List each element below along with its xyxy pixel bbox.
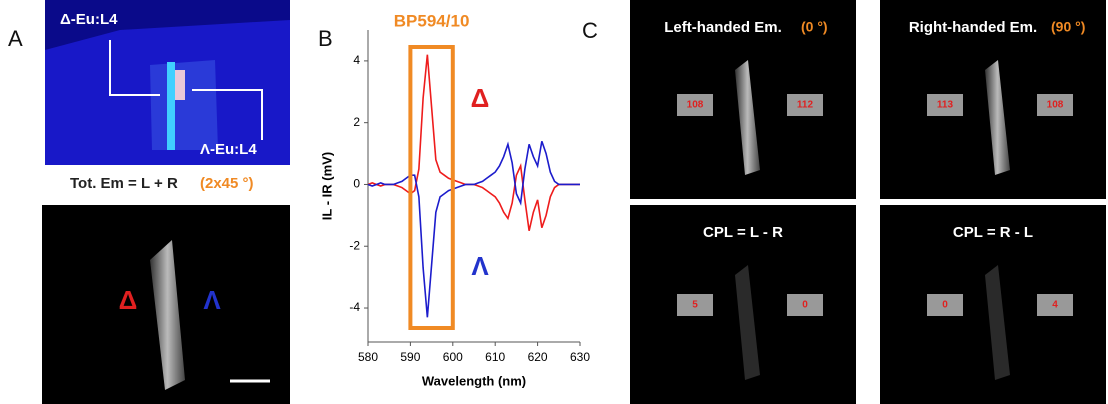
series-line — [367, 54, 580, 231]
panel-c: Left-handed Em. (0 °) 108 112 Right-handed E… — [630, 0, 1106, 404]
crystal — [985, 265, 1010, 380]
caption: Tot. Em = L + R — [70, 175, 178, 192]
x-tick-label: 580 — [358, 350, 378, 364]
crystal — [167, 62, 175, 150]
count: 113 — [937, 100, 954, 111]
label: Λ-Eu:L4 — [200, 141, 257, 158]
crystal — [150, 240, 185, 390]
crystal — [735, 265, 760, 380]
symbol: Λ — [203, 285, 221, 315]
panel-title: Right-handed Em. — [909, 19, 1037, 36]
count: 0 — [802, 300, 808, 311]
count: 108 — [687, 100, 704, 111]
crystal — [175, 70, 185, 100]
x-axis-label: Wavelength (nm) — [422, 373, 526, 388]
filter-band — [408, 45, 455, 330]
x-tick-label: 600 — [443, 350, 463, 364]
count: 0 — [942, 300, 948, 311]
line-chart: -4 -2 0 2 4 580 590 600 610 620 630 Wavelength (nm)… — [319, 11, 590, 388]
crystal — [985, 60, 1010, 175]
x-tick-label: 590 — [400, 350, 420, 364]
panel-label: A — [8, 26, 23, 51]
panel-title: Left-handed Em. — [664, 19, 782, 36]
panel-label: B — [318, 26, 333, 51]
count-box — [677, 294, 713, 316]
panel-title: CPL = L - R — [703, 224, 783, 241]
count-box — [1037, 94, 1073, 116]
arrow — [109, 40, 160, 96]
count: 5 — [692, 300, 698, 311]
y-tick-label: 0 — [353, 177, 360, 191]
panel-angle: (90 °) — [1051, 19, 1085, 35]
count-box — [927, 94, 963, 116]
y-tick-label: -4 — [349, 300, 360, 314]
y-tick-label: 4 — [353, 53, 360, 67]
series-line — [367, 140, 580, 318]
count-box — [1037, 294, 1073, 316]
y-axis-label: IL - IR (mV) — [319, 152, 334, 220]
panel-label: C — [582, 18, 598, 43]
annotation: Λ — [471, 251, 489, 281]
count: 4 — [1052, 300, 1058, 311]
arrow — [192, 89, 263, 140]
crystal — [735, 60, 760, 175]
caption-angle: (2x45 °) — [200, 175, 254, 192]
panel-title: CPL = R - L — [953, 224, 1033, 241]
x-tick-label: 630 — [570, 350, 590, 364]
count-box — [927, 294, 963, 316]
count: 108 — [1047, 100, 1064, 111]
panel-angle: (0 °) — [801, 19, 828, 35]
count-box — [677, 94, 713, 116]
label: Δ-Eu:L4 — [60, 11, 118, 28]
count-box — [787, 94, 823, 116]
y-tick-label: -2 — [349, 238, 360, 252]
filter-label: BP594/10 — [394, 11, 470, 30]
y-tick-label: 2 — [353, 115, 360, 129]
annotation: Δ — [471, 83, 490, 113]
count: 112 — [797, 100, 814, 111]
x-tick-label: 620 — [528, 350, 548, 364]
symbol: Δ — [119, 285, 138, 315]
count-box — [787, 294, 823, 316]
x-tick-label: 610 — [485, 350, 505, 364]
